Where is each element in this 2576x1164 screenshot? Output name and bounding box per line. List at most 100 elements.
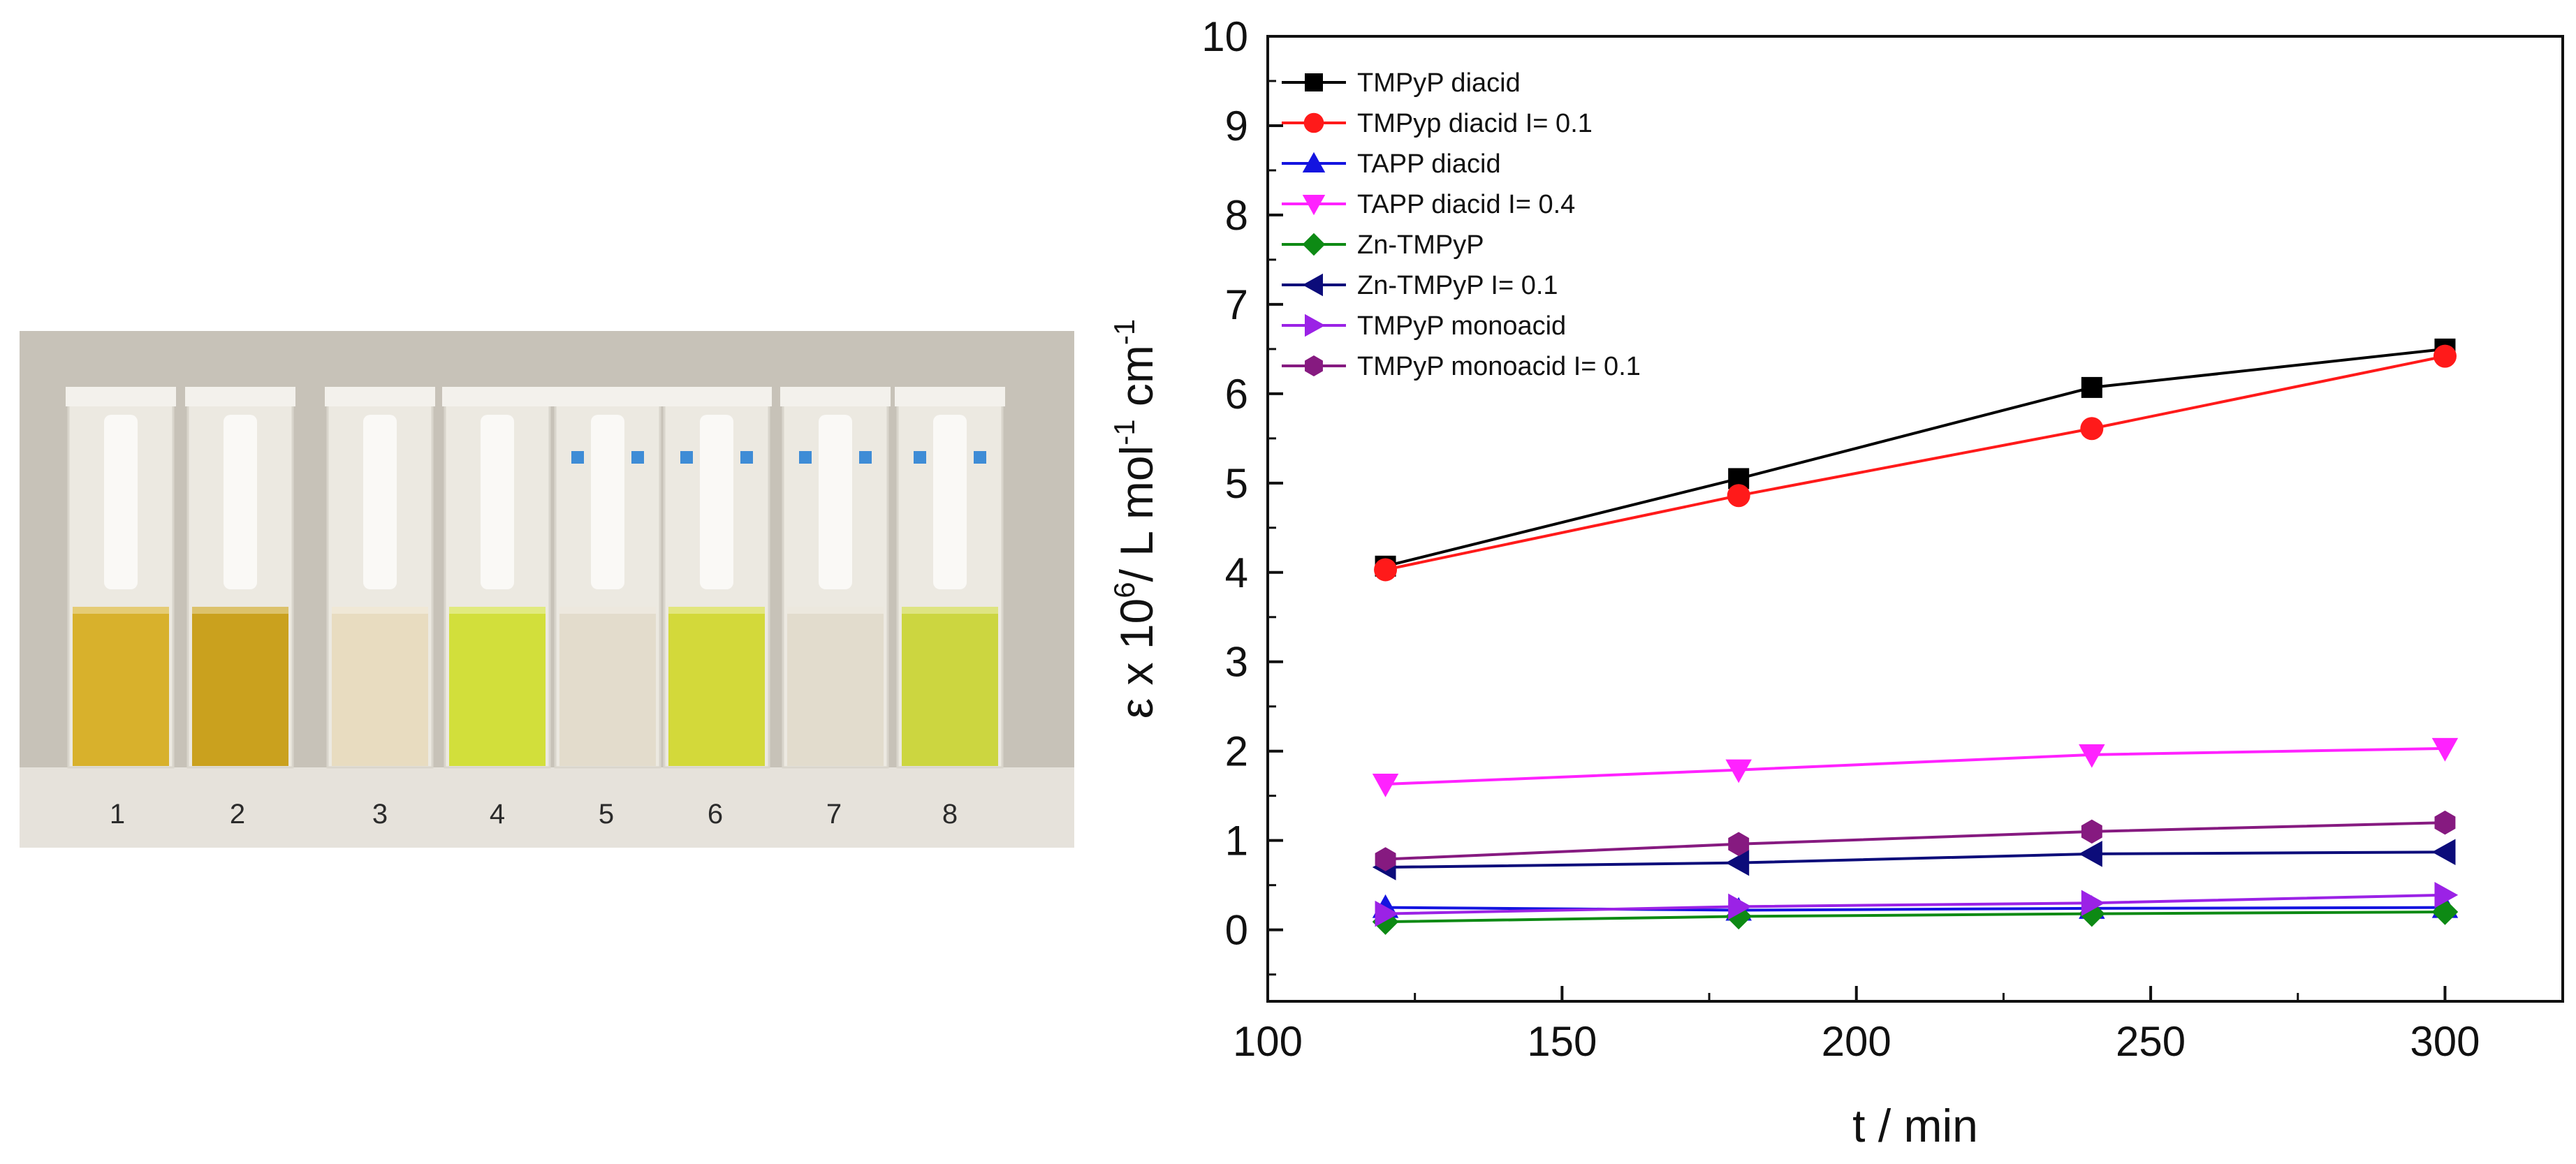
y-tick-label-9: 9 <box>1225 103 1248 149</box>
cuvette-meniscus-2 <box>192 607 288 614</box>
plot-frame <box>1266 35 2564 1003</box>
data-point-8-4 <box>2434 810 2456 835</box>
y-axis-title-mid: / L mol <box>1111 445 1162 582</box>
legend-label-7: TMPyP monoacid <box>1357 311 1566 341</box>
cuvette-cap-2 <box>185 387 295 406</box>
cuvette-mark-right-7 <box>859 451 872 464</box>
data-point-8-1 <box>1375 847 1396 871</box>
legend-label-3: TAPP diacid <box>1357 149 1501 179</box>
cuvette-number-2: 2 <box>230 799 245 830</box>
x-axis-title: t / min <box>1852 1100 1978 1151</box>
cuvette-mark-right-8 <box>974 451 986 464</box>
y-tick-label-3: 3 <box>1225 639 1248 686</box>
cuvette-window-3 <box>363 415 397 589</box>
cuvette-meniscus-4 <box>449 607 546 614</box>
x-tick-label-100: 100 <box>1233 1018 1303 1065</box>
cuvette-mark-left-7 <box>799 451 812 464</box>
cuvette-cap-8 <box>895 387 1005 406</box>
cuvette-mark-left-8 <box>914 451 926 464</box>
data-point-6-2 <box>1725 849 1750 876</box>
legend-marker-4 <box>1302 195 1326 216</box>
legend-label-5: Zn-TMPyP <box>1357 230 1484 260</box>
y-axis-title-sup-2: -1 <box>1108 419 1141 445</box>
legend-marker-1 <box>1305 73 1323 91</box>
y-tick-label-1: 1 <box>1225 818 1248 864</box>
legend-marker-2 <box>1303 112 1324 133</box>
legend-marker-8 <box>1305 355 1323 376</box>
y-tick-label-2: 2 <box>1225 728 1248 775</box>
legend-label-6: Zn-TMPyP I= 0.1 <box>1357 271 1558 300</box>
series-line-7 <box>1385 893 2445 915</box>
cuvette-mark-right-6 <box>740 451 753 464</box>
series-line-5 <box>1385 911 2445 924</box>
legend-marker-7 <box>1305 314 1326 337</box>
data-point-4-1 <box>1372 774 1399 797</box>
cuvette-mark-right-5 <box>631 451 644 464</box>
axis-ticks: 100 150 200 250 300 0 1 2 3 4 5 6 7 8 9 10 <box>1201 13 2480 1065</box>
cuvette-number-3: 3 <box>372 799 388 830</box>
cuvette-number-5: 5 <box>599 799 614 830</box>
cuvette-liquid-6 <box>668 607 765 766</box>
cuvette-meniscus-6 <box>668 607 765 614</box>
legend: TMPyP diacid TMPyp diacid I= 0.1 TAPP diac… <box>1282 68 1641 381</box>
photo-bench <box>20 767 1074 848</box>
cuvette-mark-left-6 <box>680 451 693 464</box>
y-axis-title-end: cm <box>1111 345 1162 419</box>
cuvette-photo: 1 2 3 4 5 6 7 8 <box>20 331 1074 848</box>
cuvette-liquid-5 <box>559 607 656 766</box>
cuvette-meniscus-8 <box>902 607 998 614</box>
cuvette-liquid-4 <box>449 607 546 766</box>
cuvette-number-7: 7 <box>826 799 842 830</box>
data-point-4-4 <box>2431 737 2459 762</box>
data-point-7-1 <box>1375 900 1399 927</box>
legend-label-2: TMPyp diacid I= 0.1 <box>1357 109 1593 138</box>
data-point-2-3 <box>2080 417 2104 441</box>
cuvette-mark-left-5 <box>571 451 584 464</box>
legend-label-8: TMPyP monoacid I= 0.1 <box>1357 352 1641 381</box>
cuvette-group <box>66 387 1005 769</box>
data-point-2-2 <box>1727 484 1750 508</box>
data-point-6-4 <box>2431 839 2456 866</box>
cuvette-window-8 <box>933 415 967 589</box>
y-axis-title-prefix: ε x 10 <box>1111 598 1162 719</box>
y-axis-title-sup-3: -1 <box>1108 319 1141 345</box>
y-tick-label-8: 8 <box>1225 192 1248 239</box>
legend-label-1: TMPyP diacid <box>1357 68 1521 98</box>
y-tick-label-5: 5 <box>1225 460 1248 507</box>
cuvette-liquid-2 <box>192 607 288 766</box>
y-tick-label-6: 6 <box>1225 371 1248 418</box>
series-lines <box>1385 347 2445 924</box>
cuvette-photo-svg: 1 2 3 4 5 6 7 8 <box>20 331 1074 848</box>
cuvette-liquid-8 <box>902 607 998 766</box>
cuvette-window-1 <box>104 415 138 589</box>
y-tick-label-7: 7 <box>1225 281 1248 328</box>
legend-marker-5 <box>1302 233 1326 256</box>
cuvette-meniscus-7 <box>787 607 884 614</box>
series-line-2 <box>1385 355 2445 571</box>
legend-marker-6 <box>1302 273 1323 297</box>
data-point-8-3 <box>2081 819 2102 844</box>
series-line-4 <box>1385 746 2445 786</box>
series-line-8 <box>1385 821 2445 861</box>
cuvette-number-1: 1 <box>110 799 125 830</box>
cuvette-cap-3 <box>325 387 435 406</box>
cuvette-window-5 <box>591 415 624 589</box>
x-tick-label-150: 150 <box>1527 1018 1597 1065</box>
data-point-1-3 <box>2081 376 2102 398</box>
cuvette-meniscus-3 <box>332 607 428 614</box>
cuvette-cap-1 <box>66 387 176 406</box>
cuvette-liquid-1 <box>73 607 169 766</box>
y-tick-label-0: 0 <box>1225 907 1248 954</box>
cuvette-number-4: 4 <box>490 799 505 830</box>
legend-label-4: TAPP diacid I= 0.4 <box>1357 190 1575 219</box>
cuvette-number-8: 8 <box>942 799 958 830</box>
series-markers <box>1372 338 2459 935</box>
y-axis-title-sup-1: 6 <box>1108 582 1141 598</box>
cuvette-window-2 <box>224 415 257 589</box>
data-point-2-1 <box>1374 558 1398 582</box>
cuvette-cap-7 <box>780 387 891 406</box>
cuvette-cap-5 <box>552 387 663 406</box>
data-point-4-3 <box>2079 744 2105 768</box>
cuvette-window-7 <box>819 415 852 589</box>
